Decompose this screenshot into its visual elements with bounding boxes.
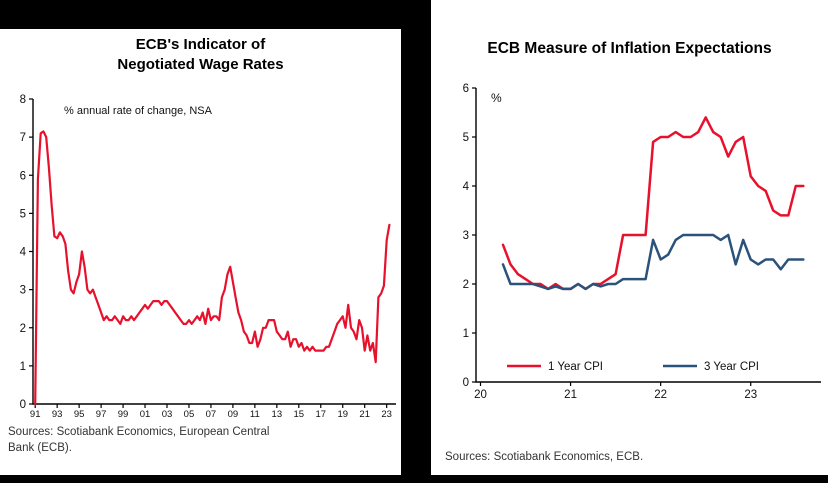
left-chart-source-line2: Bank (ECB). <box>8 441 72 454</box>
svg-text:21: 21 <box>564 389 577 401</box>
left-chart-title-line1: ECB's Indicator of <box>135 36 266 53</box>
svg-text:17: 17 <box>315 409 326 420</box>
svg-text:1: 1 <box>463 328 469 340</box>
svg-text:8: 8 <box>20 94 26 106</box>
svg-text:4: 4 <box>463 181 470 193</box>
svg-text:0: 0 <box>20 399 26 411</box>
svg-text:3 Year CPI: 3 Year CPI <box>704 361 759 373</box>
svg-text:%: % <box>491 91 502 105</box>
svg-text:1: 1 <box>20 361 26 373</box>
svg-text:5: 5 <box>20 208 26 220</box>
svg-text:2: 2 <box>20 323 26 335</box>
svg-text:20: 20 <box>474 389 487 401</box>
svg-text:91: 91 <box>30 409 41 420</box>
svg-text:21: 21 <box>359 409 370 420</box>
svg-text:03: 03 <box>162 409 173 420</box>
wage-rates-chart-panel: 0 1 2 3 4 5 6 7 8 91 93 95 97 99 01 03 05 07 09 11 13 15 17 19 2… <box>0 29 401 475</box>
svg-text:97: 97 <box>96 409 107 420</box>
svg-text:6: 6 <box>463 83 469 95</box>
svg-text:99: 99 <box>118 409 129 420</box>
left-chart-title: ECB's Indicator of Negotiated Wage Rates <box>0 35 401 76</box>
svg-text:6: 6 <box>20 170 26 182</box>
svg-text:0: 0 <box>463 377 469 389</box>
svg-text:19: 19 <box>337 409 348 420</box>
svg-text:2: 2 <box>463 279 469 291</box>
svg-text:3: 3 <box>463 230 469 242</box>
svg-text:15: 15 <box>294 409 305 420</box>
svg-text:5: 5 <box>463 132 469 144</box>
svg-text:11: 11 <box>250 409 260 420</box>
inflation-expectations-chart-panel: 0 1 2 3 4 5 6 20 21 22 23% 1 Year CPI 3 Year CPI ECB… <box>431 0 828 475</box>
svg-text:3: 3 <box>20 285 26 297</box>
svg-text:22: 22 <box>654 389 667 401</box>
svg-text:23: 23 <box>381 409 392 420</box>
left-chart-source: Sources: Scotiabank Economics, European … <box>8 425 388 456</box>
svg-text:4: 4 <box>20 247 27 259</box>
right-chart-source: Sources: Scotiabank Economics, ECB. <box>445 451 644 463</box>
left-chart-source-line1: Sources: Scotiabank Economics, European … <box>8 426 270 438</box>
left-chart-title-line2: Negotiated Wage Rates <box>117 56 284 74</box>
svg-text:01: 01 <box>140 409 151 420</box>
right-chart-title: ECB Measure of Inflation Expectations <box>487 40 772 57</box>
svg-text:% annual rate of change, NSA: % annual rate of change, NSA <box>64 105 213 117</box>
svg-text:93: 93 <box>52 409 63 420</box>
svg-text:09: 09 <box>228 409 239 420</box>
svg-text:05: 05 <box>184 409 195 420</box>
svg-text:23: 23 <box>744 389 757 401</box>
svg-text:1 Year CPI: 1 Year CPI <box>548 361 603 373</box>
svg-text:13: 13 <box>272 409 283 420</box>
svg-text:7: 7 <box>20 132 26 144</box>
svg-text:07: 07 <box>206 409 217 420</box>
svg-text:95: 95 <box>74 409 85 420</box>
